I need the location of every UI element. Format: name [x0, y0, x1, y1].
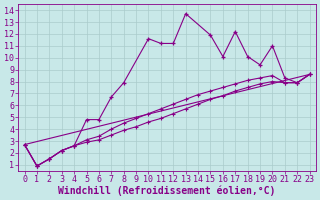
X-axis label: Windchill (Refroidissement éolien,°C): Windchill (Refroidissement éolien,°C)	[58, 185, 276, 196]
